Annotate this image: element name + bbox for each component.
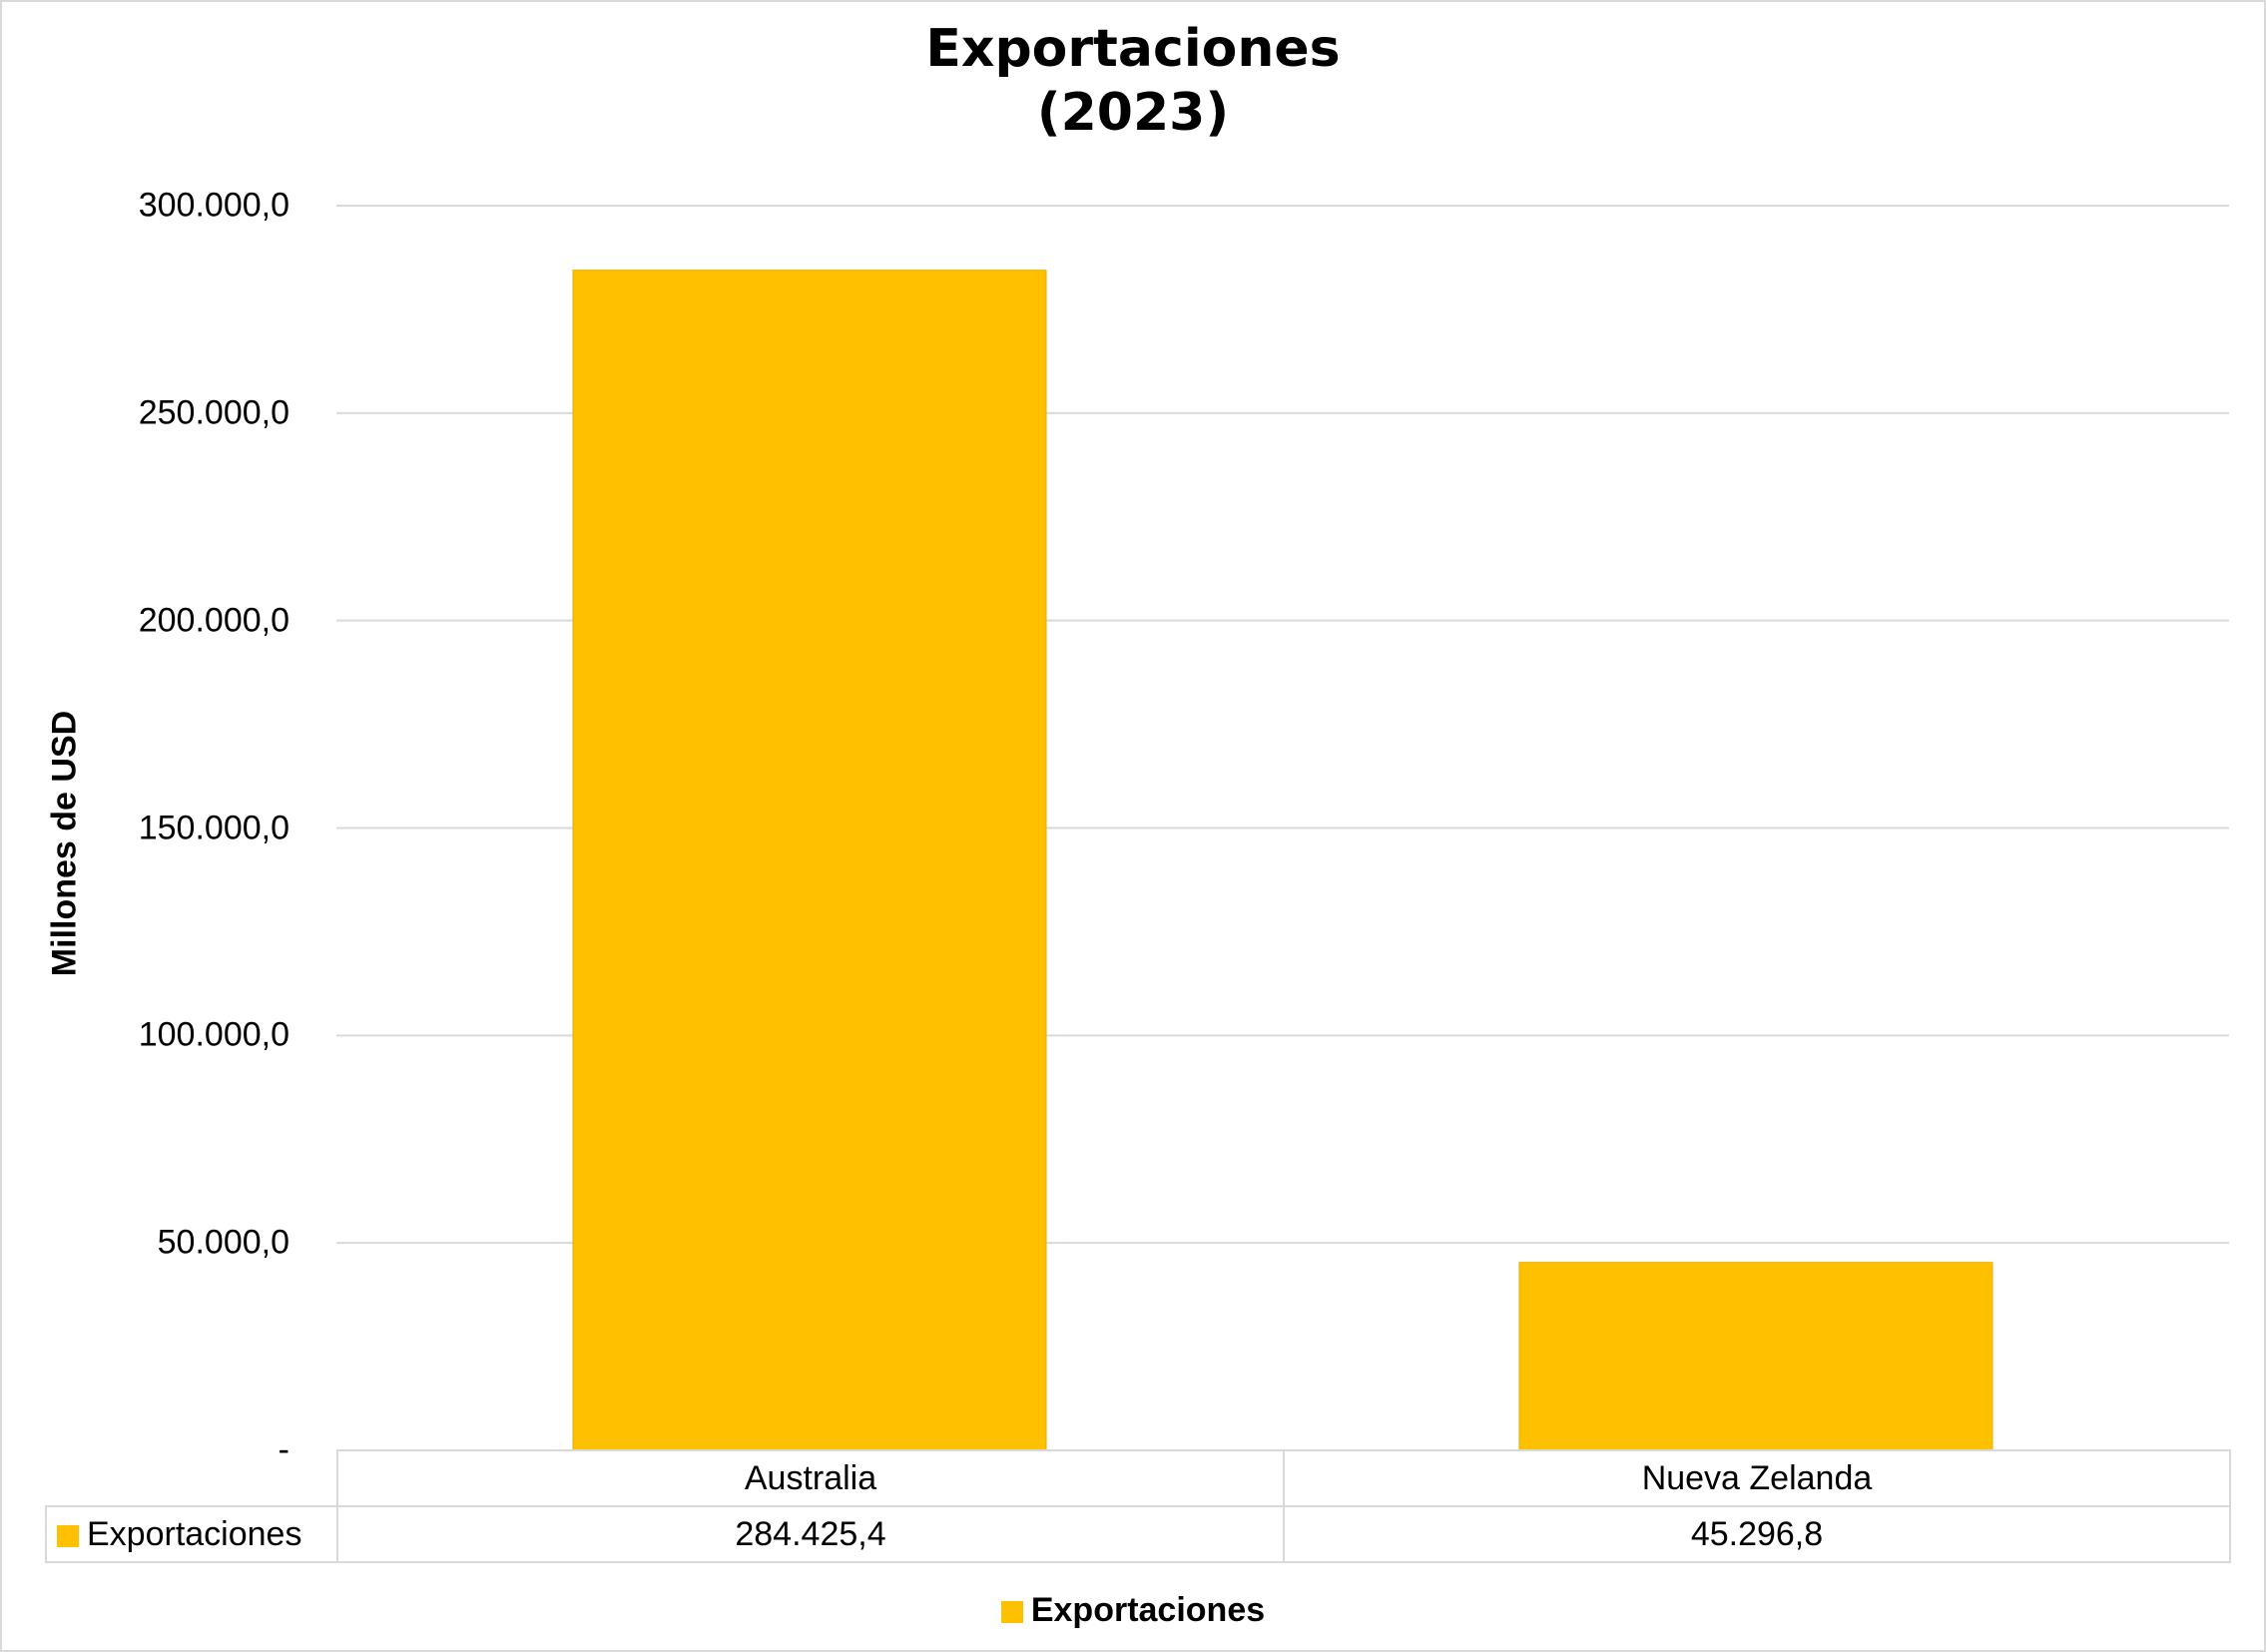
data-table-value-australia: 284.425,4 [336,1505,1285,1563]
legend-swatch [1000,1601,1023,1624]
data-table-category-australia: Australia [336,1449,1285,1507]
bar-nueva-zelanda [1518,1262,1993,1451]
y-tick-label: 300.000,0 [138,186,289,225]
data-table-value-nueva-zelanda: 45.296,8 [1283,1505,2231,1563]
chart-title-line-1: Exportaciones [925,19,1341,79]
legend: Exportaciones [0,1591,2266,1630]
y-tick-label: 50.000,0 [157,1223,289,1262]
data-table-series-row: Exportaciones 284.425,4 45.296,8 [45,1505,2231,1563]
data-table-category-nueva-zelanda: Nueva Zelanda [1283,1449,2231,1507]
y-tick-label: 150.000,0 [138,809,289,846]
data-table-series-name: Exportaciones [87,1514,302,1553]
bar-australia [572,270,1047,1451]
data-table: Australia Nueva Zelanda Exportaciones 28… [45,1449,2231,1563]
chart-title-line-2: (2023) [1036,83,1230,143]
y-tick-label: 200.000,0 [138,601,289,640]
y-tick-label: 250.000,0 [138,393,289,432]
y-tick-label: - [278,1430,289,1469]
data-table-corner [46,1450,338,1506]
legend-label: Exportaciones [1030,1591,1266,1629]
data-table-series-label: Exportaciones [45,1505,338,1563]
y-tick-label: 100.000,0 [138,1015,289,1054]
series-swatch [57,1524,79,1547]
data-table-header-row: Australia Nueva Zelanda [46,1449,2231,1507]
